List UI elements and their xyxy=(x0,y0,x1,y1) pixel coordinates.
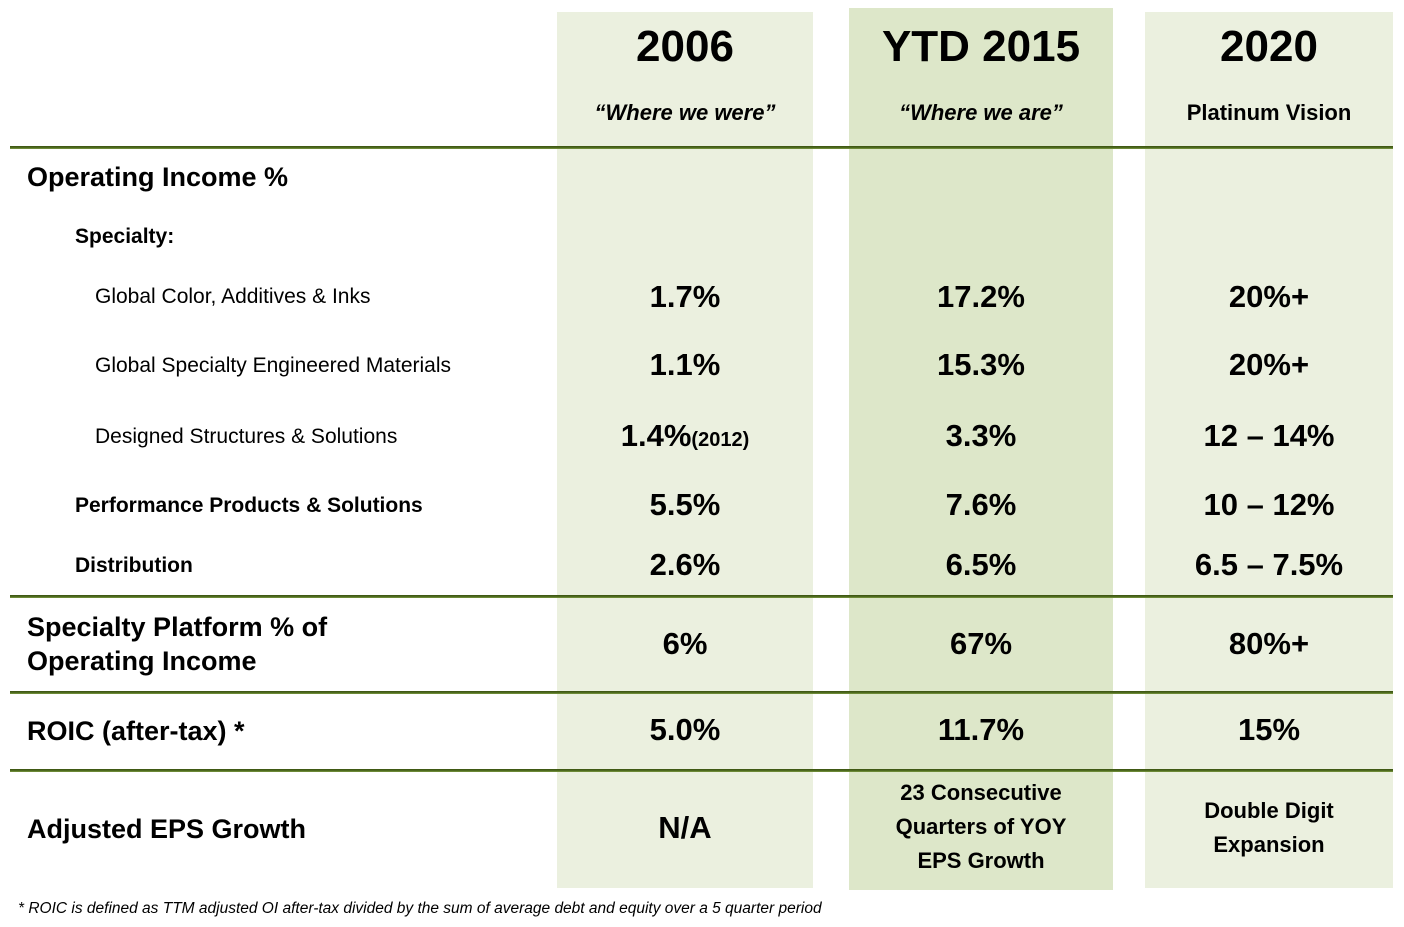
row-label-specialty-platform: Specialty Platform % of Operating Income xyxy=(27,612,328,677)
footnote: * ROIC is defined as TTM adjusted OI aft… xyxy=(18,900,822,917)
column-subtitle-ytd2015: “Where we are” xyxy=(899,100,1063,125)
column-header-2020: 2020 xyxy=(1220,22,1318,71)
value-dss-2006-year-note: (2012) xyxy=(691,429,750,451)
value-eps-ytd2015: 23 Consecutive Quarters of YOY EPS Growt… xyxy=(895,780,1067,874)
value-dss-2006: 1.4%(2012) xyxy=(557,418,813,453)
value-pps-2006: 5.5% xyxy=(649,487,721,522)
value-pps-ytd2015: 7.6% xyxy=(945,487,1017,522)
row-label-performance-products-solutions: Performance Products & Solutions xyxy=(75,494,423,517)
value-distribution-ytd2015: 6.5% xyxy=(945,547,1017,582)
value-gsem-2006: 1.1% xyxy=(649,347,721,382)
value-roic-2006: 5.0% xyxy=(649,712,721,747)
value-roic-2020: 15% xyxy=(1237,712,1301,747)
value-gsem-ytd2015: 15.3% xyxy=(937,347,1025,382)
row-label-roic: ROIC (after-tax) * xyxy=(27,716,245,746)
column-header-2006: 2006 xyxy=(636,22,734,71)
row-label-designed-structures-solutions: Designed Structures & Solutions xyxy=(95,425,398,448)
value-global-color-ytd2015: 17.2% xyxy=(937,279,1025,314)
row-label-specialty: Specialty: xyxy=(75,225,175,248)
value-eps-2020: Double Digit Expansion xyxy=(1204,798,1334,858)
divider-header xyxy=(10,146,1393,149)
value-distribution-2020: 6.5 – 7.5% xyxy=(1194,547,1344,582)
value-eps-2006: N/A xyxy=(658,810,712,845)
value-pps-2020: 10 – 12% xyxy=(1203,487,1335,522)
row-label-global-specialty-engineered-materials: Global Specialty Engineered Materials xyxy=(95,354,452,377)
divider-specialty-platform xyxy=(10,595,1393,598)
column-header-ytd2015: YTD 2015 xyxy=(881,22,1081,71)
value-dss-ytd2015: 3.3% xyxy=(945,418,1017,453)
column-subtitle-2006: “Where we were” xyxy=(594,100,776,125)
row-label-distribution: Distribution xyxy=(75,554,193,577)
value-specialty-platform-2020: 80%+ xyxy=(1228,626,1310,661)
value-distribution-2006: 2.6% xyxy=(649,547,721,582)
row-label-adjusted-eps-growth: Adjusted EPS Growth xyxy=(27,814,307,844)
row-label-operating-income: Operating Income % xyxy=(27,162,289,192)
column-subtitle-2020: Platinum Vision xyxy=(1186,100,1352,125)
value-gsem-2020: 20%+ xyxy=(1228,347,1310,382)
value-dss-2006-number: 1.4% xyxy=(620,418,692,453)
value-dss-2020: 12 – 14% xyxy=(1203,418,1335,453)
divider-eps xyxy=(10,769,1393,772)
column-bg-2006 xyxy=(557,12,813,888)
column-bg-2020 xyxy=(1145,12,1393,888)
column-bg-ytd2015 xyxy=(849,8,1113,890)
value-specialty-platform-2006: 6% xyxy=(662,626,708,661)
divider-roic xyxy=(10,691,1393,694)
value-specialty-platform-ytd2015: 67% xyxy=(949,626,1013,661)
value-global-color-2006: 1.7% xyxy=(649,279,721,314)
value-roic-ytd2015: 11.7% xyxy=(937,712,1025,747)
value-global-color-2020: 20%+ xyxy=(1228,279,1310,314)
row-label-global-color-additives-inks: Global Color, Additives & Inks xyxy=(95,285,371,308)
